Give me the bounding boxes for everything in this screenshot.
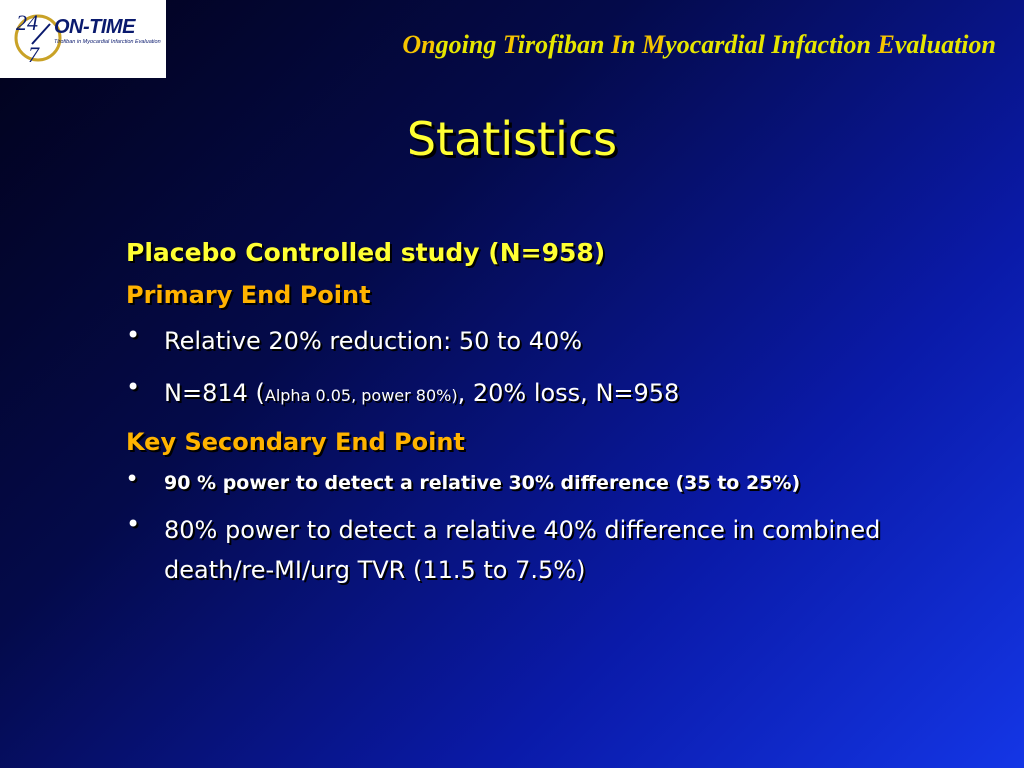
svg-text:7: 7 — [28, 42, 40, 67]
trial-acronym-title: Ongoing Tirofiban In Myocardial Infactio… — [402, 30, 996, 59]
primary-bullet-1: • Relative 20% reduction: 50 to 40% — [126, 321, 986, 361]
primary-endpoint-heading: Primary End Point — [126, 281, 371, 309]
secondary-endpoint-heading: Key Secondary End Point — [126, 428, 465, 456]
bullet-icon: • — [126, 373, 141, 401]
slide-title: Statistics — [406, 112, 618, 166]
bullet-icon: • — [126, 468, 139, 490]
primary-bullet-2: • N=814 (Alpha 0.05, power 80%), 20% los… — [126, 373, 986, 416]
logo-title: ON-TIME — [54, 16, 135, 38]
svg-text:24: 24 — [16, 10, 38, 35]
secondary-bullet-1: • 90 % power to detect a relative 30% di… — [126, 468, 986, 498]
logo-subtitle: Tirofiban in Myocardial Infarction Evalu… — [54, 39, 161, 45]
bullet-icon: • — [126, 321, 141, 349]
secondary-bullet-2: • 80% power to detect a relative 40% dif… — [126, 510, 986, 590]
study-line: Placebo Controlled study (N=958) — [126, 238, 606, 267]
bullet-icon: • — [126, 510, 141, 538]
slide-content: Placebo Controlled study (N=958) Primary… — [126, 238, 986, 602]
logo: 24 7 ON-TIME Tirofiban in Myocardial Inf… — [0, 0, 166, 78]
clock-logo-icon: 24 7 — [14, 10, 62, 67]
